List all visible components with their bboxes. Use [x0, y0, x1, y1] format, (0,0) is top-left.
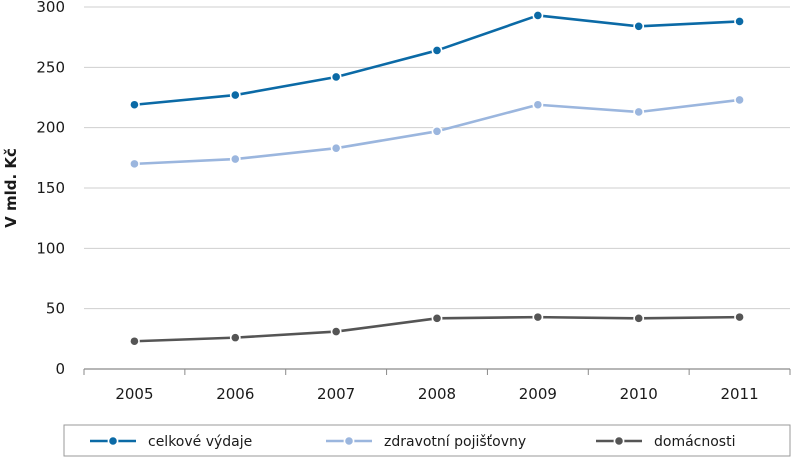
- legend-swatch-marker: [613, 435, 625, 447]
- y-tick-label: 250: [36, 58, 65, 76]
- data-point: [633, 106, 645, 118]
- legend-swatch-marker: [107, 435, 119, 447]
- data-point: [633, 20, 645, 32]
- legend: celkové výdaje zdravotní pojišťovny domácn…: [63, 424, 791, 457]
- data-point: [330, 71, 342, 83]
- data-point: [330, 326, 342, 337]
- x-tick-label: 2009: [519, 385, 557, 403]
- legend-label: domácnosti: [654, 434, 735, 450]
- data-point: [633, 312, 645, 324]
- y-tick-label: 100: [36, 239, 65, 257]
- legend-item: celkové výdaje: [90, 434, 252, 450]
- gridlines: [84, 6, 790, 310]
- data-point: [734, 94, 745, 106]
- data-point: [532, 311, 544, 323]
- data-point: [229, 153, 241, 165]
- legend-swatch-marker: [343, 435, 355, 447]
- y-tick-label: 150: [36, 179, 65, 197]
- data-point: [431, 312, 443, 324]
- series-2: [129, 311, 745, 347]
- legend-label: zdravotní pojišťovny: [384, 434, 526, 450]
- x-tick-label: 2008: [418, 385, 456, 403]
- x-tick-label: 2010: [620, 385, 658, 403]
- data-point: [532, 99, 544, 111]
- axes: 0 50 100 150 200 250 300 2005 2006 2007 2008 2009 20…: [36, 0, 791, 403]
- data-point: [734, 311, 745, 323]
- data-point: [229, 89, 241, 101]
- data-point: [129, 158, 140, 170]
- x-tick-label: 2007: [317, 385, 355, 403]
- y-axis-title: V mld. Kč: [2, 148, 20, 228]
- y-tick-label: 0: [55, 360, 65, 378]
- series-line: [134, 14, 740, 107]
- data-point: [734, 16, 745, 27]
- series-1: [129, 94, 745, 170]
- x-tick-label: 2006: [216, 385, 254, 403]
- data-point: [431, 45, 443, 56]
- legend-item: domácnosti: [596, 434, 735, 450]
- x-tick-label: 2005: [115, 385, 153, 403]
- series-0: [129, 10, 745, 111]
- y-tick-label: 300: [36, 0, 65, 16]
- data-point: [129, 99, 140, 111]
- data-point: [129, 335, 140, 347]
- legend-box: [63, 424, 791, 457]
- y-tick-label: 200: [36, 119, 65, 137]
- data-point: [229, 332, 241, 344]
- y-tick-label: 50: [46, 300, 65, 318]
- legend-item: zdravotní pojišťovny: [326, 434, 526, 450]
- data-point: [532, 10, 544, 21]
- series: [129, 10, 745, 347]
- data-point: [330, 142, 342, 154]
- data-point: [431, 125, 443, 137]
- legend-label: celkové výdaje: [148, 434, 252, 450]
- x-tick-label: 2011: [720, 385, 758, 403]
